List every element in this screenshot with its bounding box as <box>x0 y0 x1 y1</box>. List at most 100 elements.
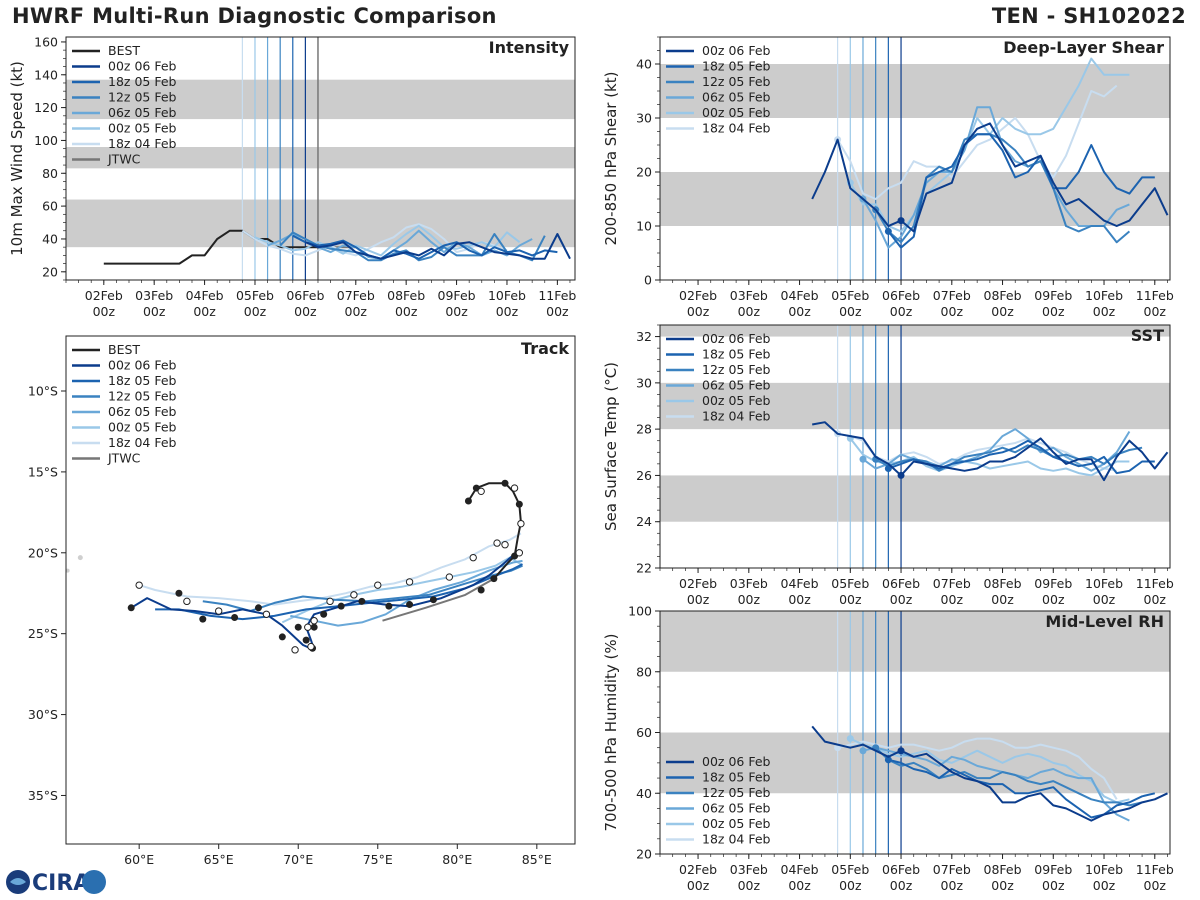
rh-xtick-label: 04Feb <box>781 862 819 877</box>
intensity-panel: 2040608010012014016002Feb00z03Feb00z04Fe… <box>8 34 576 319</box>
sst-xtick-label: 11Feb <box>1136 576 1174 591</box>
track-ytick-label: 35°S <box>28 788 58 803</box>
track-open-marker <box>375 582 381 588</box>
track-legend-label: 18z 05 Feb <box>108 373 177 388</box>
sst-xtick-label: 07Feb <box>933 576 971 591</box>
shear-ytick-label: 40 <box>636 57 652 72</box>
sst-legend-label: 18z 04 Feb <box>702 409 771 424</box>
track-open-marker <box>327 598 333 604</box>
track-open-marker <box>502 542 508 548</box>
rh-legend-label: 18z 04 Feb <box>702 832 771 847</box>
intensity-xtick-label: 09Feb <box>438 288 476 303</box>
sst-panel: 22242628303202Feb00z03Feb00z04Feb00z05Fe… <box>602 325 1174 607</box>
sst-ytick-label: 32 <box>636 329 652 344</box>
track-best-marker <box>338 603 345 610</box>
rh-xtick-label: 00z <box>687 878 710 893</box>
track-open-marker <box>470 554 476 560</box>
rh-xtick-label: 00z <box>941 878 964 893</box>
logo-text: CIRA <box>32 871 90 896</box>
intensity-title: Intensity <box>489 38 570 57</box>
track-best-marker <box>320 611 327 618</box>
sst-xtick-label: 09Feb <box>1034 576 1072 591</box>
track-legend-label: 06z 05 Feb <box>108 404 177 419</box>
track-ytick-label: 25°S <box>28 626 58 641</box>
intensity-xtick-label: 03Feb <box>135 288 173 303</box>
rh-xtick-label: 00z <box>738 878 761 893</box>
track-open-marker <box>308 643 314 649</box>
intensity-xtick-label: 00z <box>445 304 468 319</box>
shear-xtick-label: 08Feb <box>984 288 1022 303</box>
track-xtick-label: 80°E <box>442 852 472 867</box>
shear-xtick-label: 00z <box>1042 304 1065 319</box>
shear-xtick-label: 00z <box>941 304 964 319</box>
intensity-ytick-label: 120 <box>34 100 58 115</box>
sst-xtick-label: 00z <box>890 592 913 607</box>
diagnostic-charts: 2040608010012014016002Feb00z03Feb00z04Fe… <box>0 0 1200 900</box>
track-open-marker <box>518 520 524 526</box>
track-best-marker <box>385 603 392 610</box>
track-xtick-label: 75°E <box>363 852 393 867</box>
sst-xtick-label: 00z <box>839 592 862 607</box>
rh-init-marker <box>859 747 866 754</box>
shear-xtick-label: 02Feb <box>679 288 717 303</box>
rh-ytick-label: 60 <box>636 725 652 740</box>
rh-legend-label: 18z 05 Feb <box>702 770 771 785</box>
track-legend-label: 12z 05 Feb <box>108 389 177 404</box>
sst-xtick-label: 08Feb <box>984 576 1022 591</box>
sst-xtick-label: 00z <box>1093 592 1116 607</box>
intensity-legend-label: 00z 05 Feb <box>108 121 177 136</box>
intensity-xtick-label: 08Feb <box>387 288 425 303</box>
sst-xtick-label: 05Feb <box>831 576 869 591</box>
shear-init-marker <box>885 228 892 235</box>
rh-xtick-label: 00z <box>1042 878 1065 893</box>
track-xtick-label: 60°E <box>124 852 154 867</box>
track-best-marker <box>303 637 310 644</box>
track-open-marker <box>446 574 452 580</box>
track-xtick-label: 65°E <box>204 852 234 867</box>
shear-xtick-label: 05Feb <box>831 288 869 303</box>
shear-xtick-label: 07Feb <box>933 288 971 303</box>
sst-xtick-label: 03Feb <box>730 576 768 591</box>
intensity-ytick-label: 80 <box>42 166 58 181</box>
intensity-xtick-label: 00z <box>93 304 116 319</box>
shear-xtick-label: 04Feb <box>781 288 819 303</box>
track-open-marker <box>216 608 222 614</box>
sst-xtick-label: 04Feb <box>781 576 819 591</box>
sst-xtick-label: 00z <box>1144 592 1167 607</box>
track-best-marker <box>516 501 523 508</box>
track-forecast-line <box>155 564 522 619</box>
intensity-xtick-label: 05Feb <box>236 288 274 303</box>
intensity-ytick-label: 160 <box>34 34 58 49</box>
rh-ytick-label: 20 <box>636 847 652 862</box>
intensity-ytick-label: 20 <box>42 264 58 279</box>
shear-title: Deep-Layer Shear <box>1003 38 1164 57</box>
shear-init-marker <box>898 217 905 224</box>
track-open-marker <box>478 488 484 494</box>
track-best-marker <box>311 624 318 631</box>
rh-xtick-label: 11Feb <box>1136 862 1174 877</box>
shear-legend-label: 00z 06 Feb <box>702 43 771 58</box>
shear-xtick-label: 00z <box>1144 304 1167 319</box>
track-ytick-label: 20°S <box>28 545 58 560</box>
track-open-marker <box>136 582 142 588</box>
rh-xtick-label: 09Feb <box>1034 862 1072 877</box>
intensity-xtick-label: 00z <box>496 304 519 319</box>
track-best-line <box>468 483 521 579</box>
sst-ytick-label: 24 <box>636 514 652 529</box>
sst-xtick-label: 00z <box>687 592 710 607</box>
rh-xtick-label: 06Feb <box>882 862 920 877</box>
shear-ytick-label: 30 <box>636 111 652 126</box>
intensity-ytick-label: 100 <box>34 133 58 148</box>
shear-xtick-label: 03Feb <box>730 288 768 303</box>
shear-xtick-label: 06Feb <box>882 288 920 303</box>
track-best-marker <box>199 616 206 623</box>
track-open-marker <box>494 540 500 546</box>
intensity-ytick-label: 40 <box>42 231 58 246</box>
rh-xtick-label: 00z <box>1093 878 1116 893</box>
track-title: Track <box>521 339 569 358</box>
rh-ytick-label: 80 <box>636 664 652 679</box>
intensity-xtick-label: 04Feb <box>186 288 224 303</box>
sst-xtick-label: 06Feb <box>882 576 920 591</box>
sst-title: SST <box>1131 326 1164 345</box>
